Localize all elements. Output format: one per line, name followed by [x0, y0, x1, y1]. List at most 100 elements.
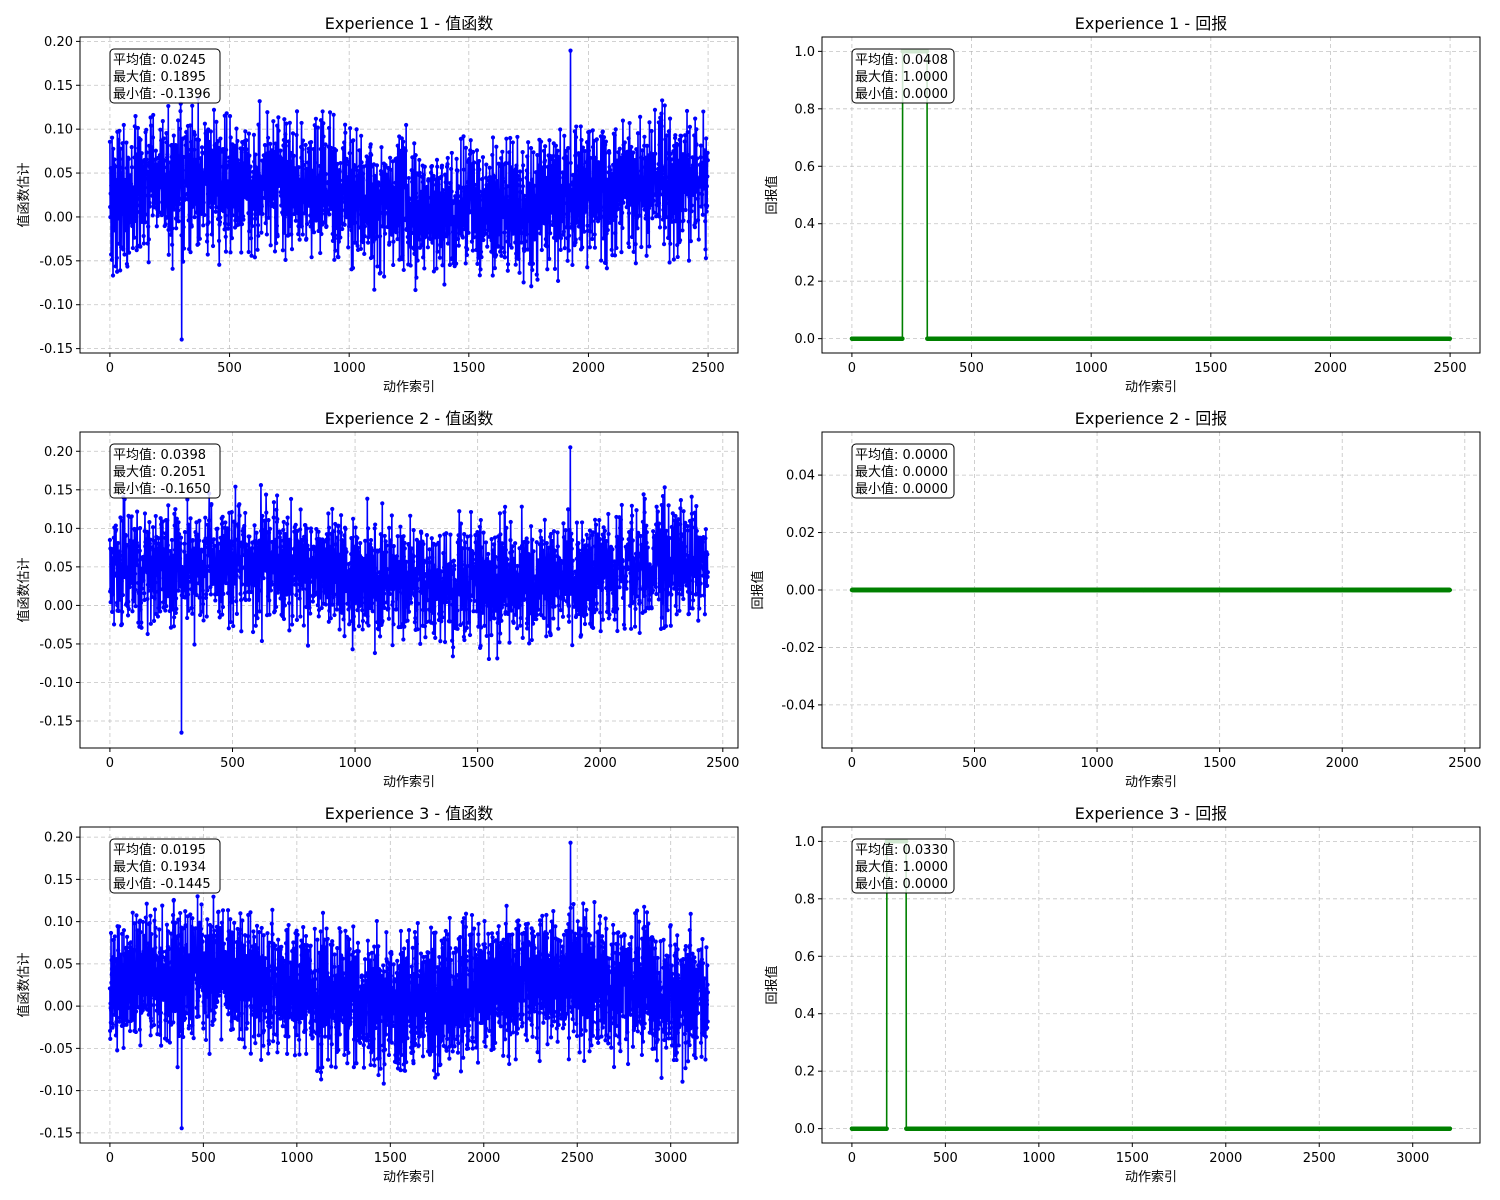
data-point: [1058, 336, 1064, 341]
data-point: [492, 181, 497, 186]
data-point: [610, 214, 615, 219]
data-point: [696, 237, 701, 242]
data-point: [255, 204, 260, 209]
data-point: [222, 227, 227, 232]
data-point: [987, 336, 992, 341]
data-point: [1301, 336, 1307, 341]
data-point: [1114, 336, 1119, 341]
data-point: [1074, 336, 1080, 341]
data-point: [1302, 336, 1307, 341]
data-point: [429, 164, 434, 169]
data-point: [893, 336, 899, 341]
data-point: [429, 164, 435, 169]
data-point: [954, 336, 960, 341]
data-point: [464, 245, 469, 250]
data-point: [565, 258, 570, 263]
data-point: [1205, 336, 1210, 341]
data-point: [258, 175, 263, 180]
data-point: [391, 262, 396, 268]
data-point: [972, 336, 978, 341]
data-point: [1091, 336, 1097, 341]
data-point: [550, 188, 556, 194]
data-point: [1160, 336, 1165, 341]
data-point: [958, 336, 963, 341]
data-point: [152, 205, 157, 210]
data-point: [403, 148, 408, 154]
data-point: [397, 257, 402, 262]
data-point: [1214, 336, 1220, 341]
data-point: [154, 224, 159, 229]
data-point: [170, 266, 175, 271]
data-point: [895, 336, 901, 341]
data-point: [948, 336, 953, 341]
data-point: [659, 111, 664, 116]
data-point: [244, 177, 249, 182]
data-point: [1008, 336, 1013, 341]
data-point: [300, 159, 305, 164]
data-point: [591, 195, 596, 200]
data-point: [850, 336, 856, 341]
data-point: [1072, 336, 1078, 341]
data-point: [469, 239, 475, 244]
data-point: [1270, 336, 1275, 341]
data-point: [508, 223, 513, 228]
data-point: [1035, 336, 1041, 341]
data-point: [555, 192, 560, 197]
data-point: [1343, 336, 1348, 341]
data-point: [498, 200, 503, 205]
data-point: [1014, 336, 1019, 341]
data-point: [125, 264, 130, 269]
data-point: [1338, 336, 1344, 341]
data-point: [156, 188, 161, 193]
data-point: [961, 336, 966, 341]
data-point: [1356, 336, 1361, 341]
data-point: [909, 49, 914, 54]
data-point: [975, 336, 980, 341]
data-point: [1052, 336, 1057, 341]
data-point: [1085, 336, 1091, 341]
data-point: [1171, 336, 1176, 341]
data-point: [256, 233, 261, 238]
data-point: [1290, 336, 1295, 341]
data-point: [1150, 336, 1155, 341]
data-point: [1404, 336, 1410, 341]
data-point: [541, 169, 546, 174]
data-point: [1410, 336, 1415, 341]
data-point: [439, 174, 444, 179]
data-point: [580, 245, 585, 250]
data-point: [506, 161, 512, 166]
data-point: [544, 192, 549, 197]
data-point: [1320, 336, 1326, 341]
data-point: [1409, 336, 1414, 341]
data-point: [383, 195, 389, 200]
data-point: [1273, 336, 1278, 341]
data-point: [161, 165, 167, 170]
data-point: [1300, 336, 1306, 341]
data-point: [1041, 336, 1046, 341]
data-point: [212, 143, 217, 148]
data-point: [460, 197, 465, 202]
data-point: [1116, 336, 1121, 341]
data-point: [679, 171, 685, 176]
data-point: [310, 212, 315, 217]
data-point: [1084, 336, 1089, 341]
data-point: [298, 208, 303, 214]
data-point: [1096, 336, 1101, 341]
data-point: [657, 180, 662, 185]
data-point: [1316, 336, 1321, 341]
data-point: [624, 169, 629, 174]
data-point: [944, 336, 950, 341]
data-point: [633, 168, 639, 173]
data-point: [1043, 336, 1049, 341]
data-point: [586, 196, 591, 201]
data-point: [1192, 336, 1197, 341]
data-point: [923, 49, 929, 54]
data-point: [668, 241, 673, 246]
data-point: [136, 191, 141, 196]
data-point: [957, 336, 962, 341]
data-point: [642, 196, 648, 201]
data-point: [309, 200, 314, 205]
data-point: [977, 336, 983, 341]
data-point: [210, 199, 215, 204]
data-point: [503, 196, 508, 201]
